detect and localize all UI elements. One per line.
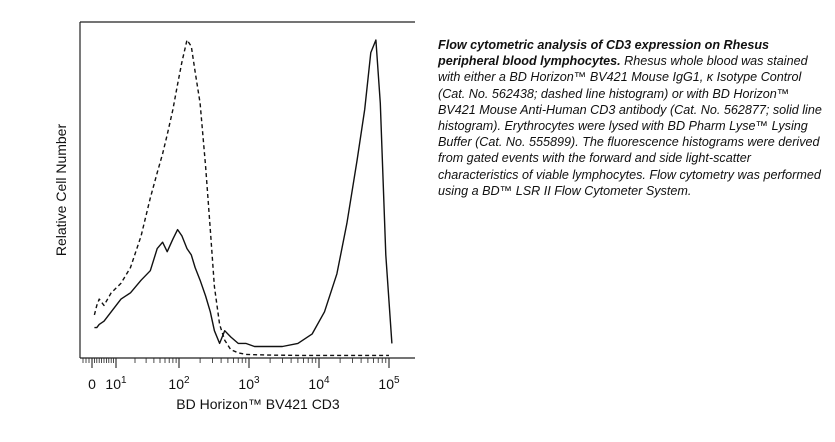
caption-title: Flow cytometric analysis of CD3 expressi… [438,38,770,69]
cd3-histogram-chart: 0 101 102 103 104 105 BD Horizon™ BV421 CD3 R… [53,21,415,412]
x-tick-label: 101 [105,375,127,392]
y-axis-label: Relative Cell Number [53,124,69,257]
x-tick-label: 0 [88,376,96,392]
caption-body: Rhesus whole blood was stained with eith… [438,54,822,198]
x-tick-label: 104 [308,375,330,392]
x-tick-label: 103 [238,375,260,392]
figure-caption: Flow cytometric analysis of CD3 expressi… [438,37,823,199]
cd3-antibody-histogram [94,39,393,348]
x-tick-label: 102 [168,375,190,392]
histogram-figure: 0 101 102 103 104 105 BD Horizon™ BV421 CD3 R… [53,21,415,412]
x-tick-label: 105 [378,375,400,392]
x-axis-label: BD Horizon™ BV421 CD3 [176,396,340,412]
isotype-control-histogram [93,39,389,357]
